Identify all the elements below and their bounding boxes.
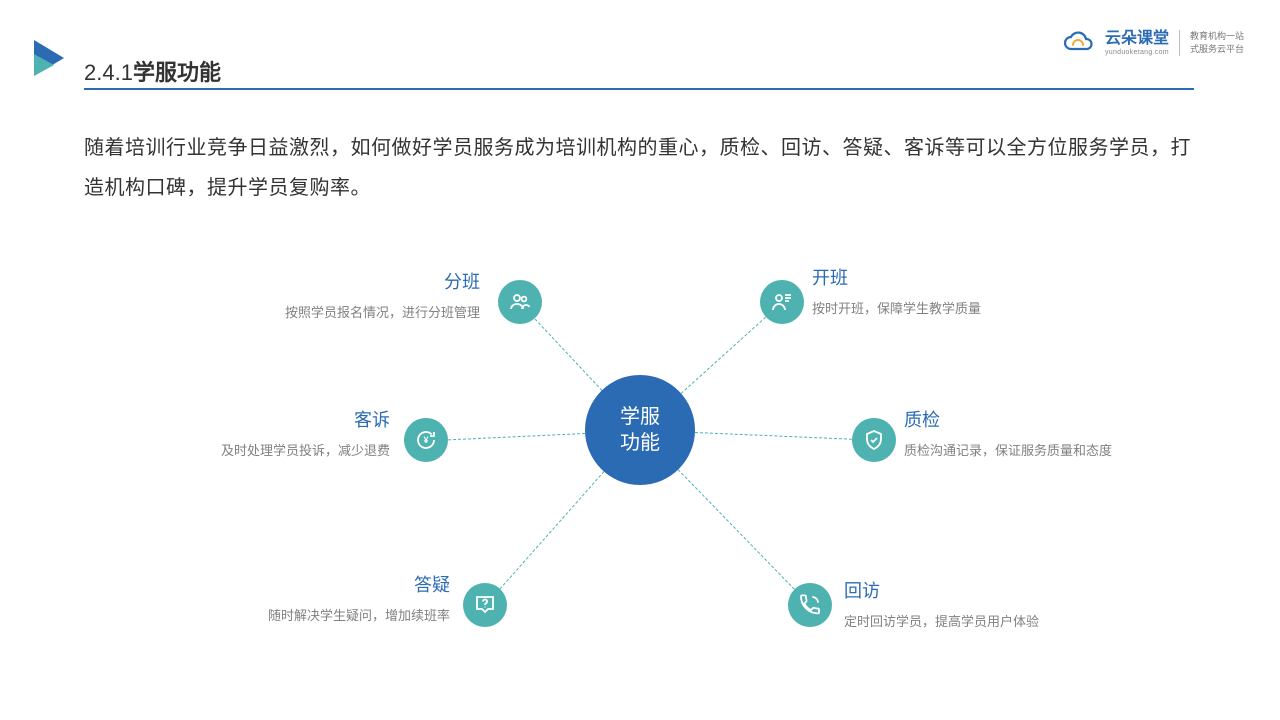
radial-diagram: 学服功能 分班按照学员报名情况，进行分班管理 开班按时开班，保障学生教学质量 ¥ 客诉及…: [0, 220, 1280, 680]
connector-line: [535, 318, 603, 391]
node-kesu-label: 客诉及时处理学员投诉，减少退费: [150, 406, 390, 459]
node-huifang-icon: [788, 583, 832, 627]
node-desc: 定时回访学员，提高学员用户体验: [844, 611, 1164, 630]
node-title: 答疑: [190, 571, 450, 597]
node-huifang-label: 回访定时回访学员，提高学员用户体验: [844, 577, 1164, 630]
intro-paragraph: 随着培训行业竞争日益激烈，如何做好学员服务成为培训机构的重心，质检、回访、答疑、…: [84, 128, 1204, 208]
node-desc: 随时解决学生疑问，增加续班率: [190, 605, 450, 624]
node-title: 回访: [844, 577, 1164, 603]
slide: 2.4.1学服功能 随着培训行业竞争日益激烈，如何做好学员服务成为培训机构的重心…: [0, 0, 1280, 720]
cloud-icon: [1063, 31, 1095, 55]
connector-line: [681, 317, 766, 394]
node-desc: 按照学员报名情况，进行分班管理: [220, 302, 480, 321]
node-fenban-icon: [498, 280, 542, 324]
heading-title: 学服功能: [133, 60, 221, 85]
slide-bullet-icon: [30, 38, 70, 78]
section-heading: 2.4.1学服功能: [84, 55, 221, 87]
node-kaiban-label: 开班按时开班，保障学生教学质量: [812, 264, 1112, 317]
node-title: 分班: [220, 268, 480, 294]
heading-number: 2.4.1: [84, 60, 133, 85]
brand-logo: 云朵课堂 yunduoketang.com 教育机构一站 式服务云平台: [1063, 30, 1250, 56]
node-fenban-label: 分班按照学员报名情况，进行分班管理: [220, 268, 480, 321]
node-title: 质检: [904, 406, 1224, 432]
node-zhijian-label: 质检质检沟通记录，保证服务质量和态度: [904, 406, 1224, 459]
node-kesu-icon: ¥: [404, 418, 448, 462]
node-title: 开班: [812, 264, 1112, 290]
node-desc: 质检沟通记录，保证服务质量和态度: [904, 440, 1224, 459]
node-dayi-label: 答疑随时解决学生疑问，增加续班率: [190, 571, 450, 624]
heading-underline: [84, 88, 1194, 90]
node-desc: 及时处理学员投诉，减少退费: [150, 440, 390, 459]
connector-line: [695, 432, 852, 440]
connector-line: [678, 470, 795, 590]
node-kaiban-icon: [760, 280, 804, 324]
logo-url: yunduoketang.com: [1105, 49, 1169, 56]
svg-text:¥: ¥: [423, 435, 428, 445]
center-node: 学服功能: [585, 375, 695, 485]
logo-tagline: 教育机构一站 式服务云平台: [1190, 30, 1250, 55]
logo-divider: [1179, 30, 1180, 56]
connector-line: [448, 433, 585, 440]
node-dayi-icon: [463, 583, 507, 627]
node-title: 客诉: [150, 406, 390, 432]
node-desc: 按时开班，保障学生教学质量: [812, 298, 1112, 317]
logo-text: 云朵课堂: [1105, 31, 1169, 47]
node-zhijian-icon: [852, 418, 896, 462]
connector-line: [499, 471, 604, 589]
